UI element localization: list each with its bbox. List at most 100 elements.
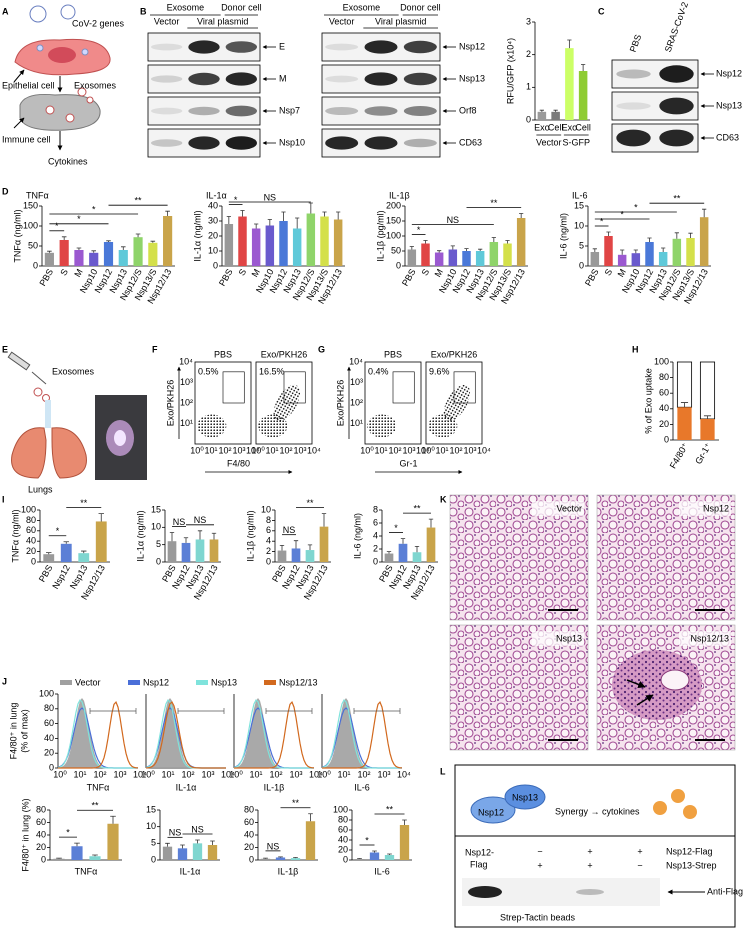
y-tick-label: 50 xyxy=(28,240,38,250)
chart-title: IL-1β xyxy=(389,190,410,200)
y-axis-label: F4/80⁺ in lung xyxy=(8,703,18,760)
y-axis-label: IL-1α (ng/ml) xyxy=(192,210,202,261)
error-bar xyxy=(210,840,215,845)
error-bar xyxy=(308,202,313,214)
bar xyxy=(277,550,287,562)
bar xyxy=(537,111,547,120)
y-axis-label: F4/80⁺ in lung (%) xyxy=(20,798,30,871)
error-bar xyxy=(647,237,652,242)
y-tick-label: 0 xyxy=(33,260,38,270)
error-bar xyxy=(195,839,200,844)
marker-label: TNFα xyxy=(87,782,110,792)
y-axis-label: IL-1β (ng/ml) xyxy=(245,510,255,561)
y-tick-label: 10² xyxy=(180,397,193,407)
y-tick-label: 10 xyxy=(146,821,156,831)
error-bar xyxy=(281,211,286,221)
bar xyxy=(320,216,329,266)
sign: + xyxy=(537,860,542,870)
error-bar xyxy=(402,819,407,825)
chart-title: TNFα xyxy=(26,190,49,200)
gate-bracket xyxy=(177,708,225,714)
bar xyxy=(103,242,114,266)
event-cloud xyxy=(197,414,227,438)
blot-group: Exosome xyxy=(167,2,205,12)
error-bar xyxy=(674,232,679,239)
error-bar xyxy=(91,250,97,253)
chart-title: IL-6 xyxy=(572,190,588,200)
error-bar xyxy=(592,248,597,252)
x-tick-label: 10⁴ xyxy=(221,769,235,779)
y-tick-label: 20 xyxy=(208,230,218,240)
row-label: Nsp12- xyxy=(465,847,494,857)
legend-swatch xyxy=(196,680,208,685)
error-bar xyxy=(688,232,693,238)
error-bar xyxy=(400,538,406,544)
bar xyxy=(74,250,84,266)
bar xyxy=(699,217,709,266)
bar xyxy=(700,418,715,440)
x-tick-label: 10³ xyxy=(463,445,476,455)
error-bar xyxy=(120,246,126,250)
bar xyxy=(177,848,188,860)
x-tick-label: Exo xyxy=(534,122,550,132)
blot-lane: Vector xyxy=(154,16,180,26)
y-tick-label: 60 xyxy=(659,388,669,398)
label-bg xyxy=(679,501,731,516)
chart-title: TNFα xyxy=(75,866,98,876)
significance-label: * xyxy=(92,204,96,214)
blot-lane: Viral plasmid xyxy=(375,16,426,26)
bar xyxy=(59,240,69,266)
error-bar xyxy=(491,237,496,242)
bar xyxy=(181,542,191,562)
blot-band xyxy=(188,106,220,116)
band-label: Nsp13 xyxy=(459,73,485,83)
gate xyxy=(222,371,245,404)
y-tick-label: 0 xyxy=(49,762,54,772)
y-tick-label: 4 xyxy=(266,536,271,546)
y-tick-label: 0 xyxy=(151,854,156,864)
bar xyxy=(672,238,682,266)
arrow xyxy=(626,679,646,689)
band-label: Nsp7 xyxy=(279,105,300,115)
error-bar xyxy=(386,551,392,554)
y-tick-label: 0 xyxy=(266,556,271,566)
bar xyxy=(118,250,128,266)
error-bar xyxy=(74,842,80,847)
band-label: Anti-Flag xyxy=(707,886,743,896)
blot-band xyxy=(325,136,359,150)
bar xyxy=(89,856,101,860)
legend-swatch xyxy=(128,680,140,685)
bar xyxy=(260,858,271,860)
significance-label: * xyxy=(634,202,638,212)
y-tick-label: 4 xyxy=(373,530,378,540)
blot-band xyxy=(616,129,651,147)
error-bar xyxy=(307,544,313,551)
error-bar xyxy=(539,109,545,112)
y-tick-label: 20 xyxy=(244,842,254,852)
x-tick-label: 10³ xyxy=(293,445,306,455)
sign: − xyxy=(537,846,542,856)
x-tick-label: S xyxy=(58,267,70,277)
gate-percent: 9.6% xyxy=(429,366,450,376)
y-tick-label: 8 xyxy=(373,504,378,514)
image-label: Nsp12/13 xyxy=(690,633,729,643)
diagram-label: Synergy → cytokines xyxy=(555,806,640,816)
bar xyxy=(53,858,65,860)
error-bar xyxy=(267,219,272,226)
x-tick-label: 10⁰ xyxy=(53,769,67,779)
bar xyxy=(604,236,613,266)
y-tick-label: 80 xyxy=(26,515,36,525)
blot-band xyxy=(225,136,258,150)
error-bar xyxy=(428,518,434,528)
blot-band xyxy=(188,136,220,150)
flow-title: Exo/PKH26 xyxy=(261,349,308,359)
error-bar xyxy=(308,813,313,822)
bar xyxy=(265,225,275,266)
error-bar xyxy=(414,546,420,553)
histogram-fill xyxy=(322,698,402,768)
y-tick-label: 200 xyxy=(386,200,401,210)
x-tick-label: 10¹ xyxy=(265,445,278,455)
x-tick-label: PBS xyxy=(38,267,56,288)
x-tick-label: 10⁴ xyxy=(307,445,321,455)
